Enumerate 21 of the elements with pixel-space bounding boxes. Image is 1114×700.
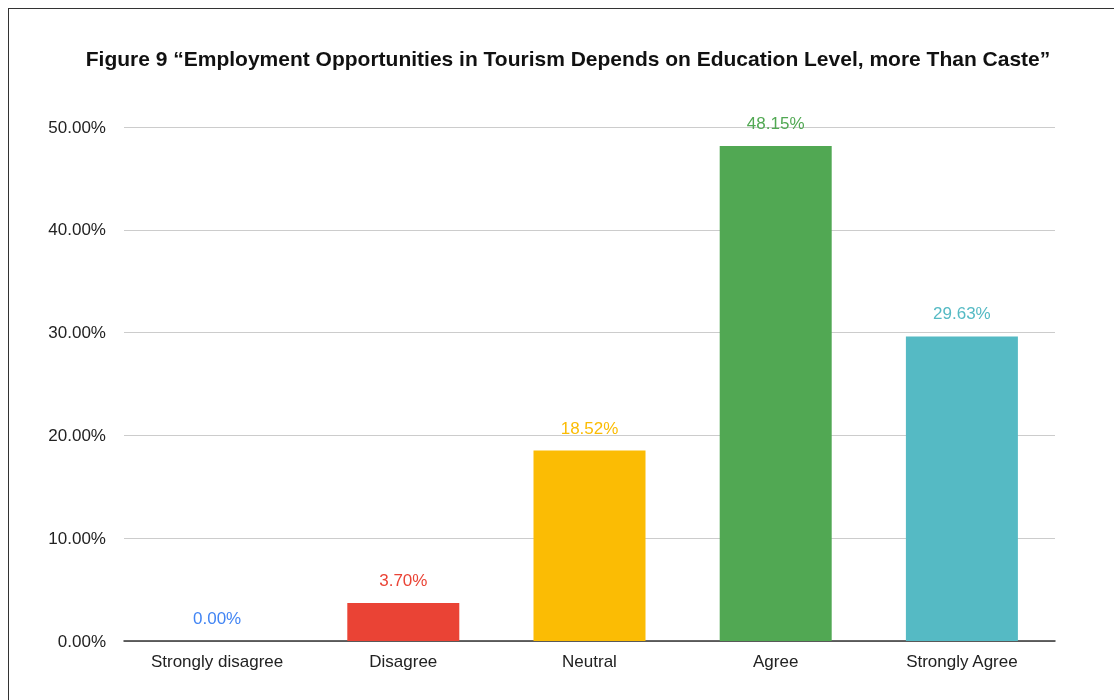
bar [719, 146, 832, 641]
data-label: 18.52% [560, 418, 619, 438]
data-label: 48.15% [746, 114, 805, 134]
data-label: 0.00% [193, 609, 242, 628]
x-tick-label: Strongly Agree [906, 652, 1018, 671]
bar [905, 336, 1018, 641]
y-tick-label: 40.00% [48, 220, 106, 240]
y-tick-label: 0.00% [57, 631, 106, 651]
y-tick-label: 50.00% [48, 117, 106, 137]
x-tick-label: Neutral [562, 652, 617, 671]
bar [347, 602, 460, 641]
data-label: 29.63% [933, 304, 991, 324]
x-tick-label: Strongly disagree [150, 652, 284, 671]
y-tick-label: 10.00% [48, 528, 106, 548]
y-tick-label: 30.00% [48, 323, 106, 343]
y-tick-label: 20.00% [48, 425, 106, 445]
chart-title: Figure 9 “Employment Opportunities in Tourism Depends on Education Level, more Than Caste” [85, 46, 1051, 70]
bar [533, 450, 646, 641]
x-tick-label: Disagree [369, 652, 438, 671]
x-tick-label: Agree [753, 652, 799, 671]
data-label: 3.70% [379, 570, 428, 590]
